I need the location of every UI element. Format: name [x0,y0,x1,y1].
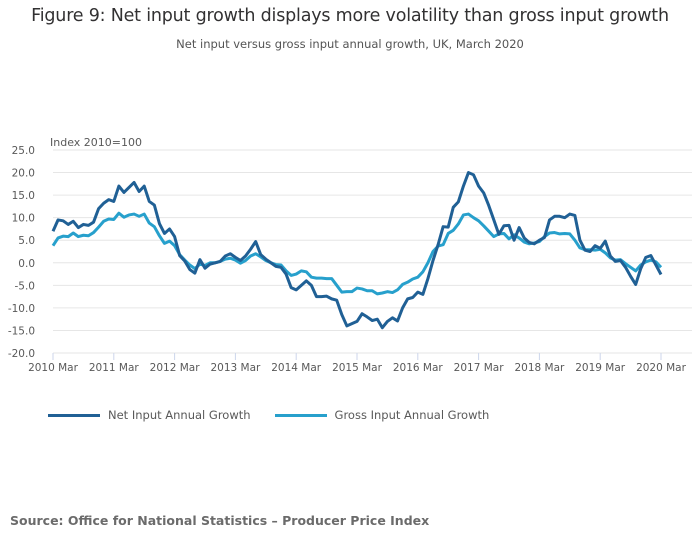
y-tick-label: 15.0 [12,190,35,202]
y-tick-label: -10.0 [8,303,35,315]
y-tick-label: -5.0 [15,280,36,292]
x-tick-label: 2016 Mar [393,362,444,374]
y-tick-label: 5.0 [18,235,35,247]
x-tick-label: 2019 Mar [575,362,626,374]
y-axis-unit-label: Index 2010=100 [50,136,142,149]
line-chart: 25.0 20.0 15.0 10.0 5.0 0.0 -5.0 -10.0 -15.0 -20.… [8,136,692,374]
gridlines [53,149,692,331]
series-line-gross-input[interactable] [51,211,663,296]
x-tick-label: 2015 Mar [332,362,383,374]
x-tick-label: 2020 Mar [636,362,687,374]
chart-subtitle: Net input versus gross input annual grow… [176,37,524,51]
series-line-net-input[interactable] [51,171,663,330]
chart-title: Figure 9: Net input growth displays more… [31,6,669,26]
legend-swatch-gross [274,413,327,417]
y-tick-label: -20.0 [8,348,35,360]
y-tick-label: 25.0 [12,145,35,157]
legend-item-gross[interactable]: Gross Input Annual Growth [274,408,490,422]
y-tick-label: 20.0 [12,168,35,180]
x-axis: 2010 Mar 2011 Mar 2012 Mar 2013 Mar 2014 Mar… [28,352,692,374]
x-tick-label: 2014 Mar [271,362,322,374]
series-lines [51,171,663,330]
legend-swatch-net [48,413,100,417]
source-note: Source: Office for National Statistics –… [10,513,430,528]
x-tick-label: 2017 Mar [454,362,505,374]
y-tick-label: -15.0 [8,325,35,337]
legend-item-net[interactable]: Net Input Annual Growth [48,408,251,422]
x-tick-label: 2018 Mar [514,362,565,374]
x-tick-label: 2010 Mar [28,362,79,374]
legend-label-net: Net Input Annual Growth [108,408,251,422]
y-tick-label: 0.0 [18,258,35,270]
y-tick-label: 10.0 [12,213,35,225]
legend: Net Input Annual Growth Gross Input Annu… [48,408,513,422]
x-tick-label: 2013 Mar [210,362,261,374]
x-tick-label: 2011 Mar [89,362,140,374]
legend-label-gross: Gross Input Annual Growth [334,408,490,422]
x-tick-label: 2012 Mar [150,362,201,374]
y-axis: 25.0 20.0 15.0 10.0 5.0 0.0 -5.0 -10.0 -15.0 -20.… [8,145,35,360]
